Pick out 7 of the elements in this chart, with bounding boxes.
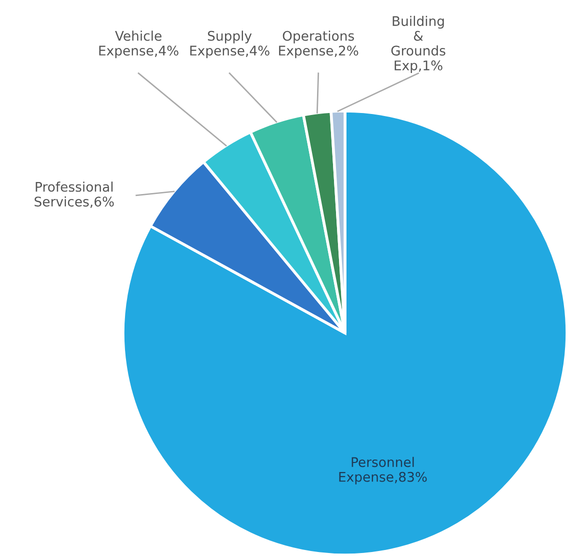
slice-label: Supply Expense,4% <box>190 30 270 58</box>
slice-label: Vehicle Expense,4% <box>99 30 178 58</box>
slice-label: Building & Grounds Exp,1% <box>391 16 446 73</box>
slice-label: Professional Services,6% <box>34 182 114 208</box>
slice-label: Operations Expense,2% <box>279 30 358 58</box>
pie-slice <box>122 110 568 556</box>
slice-label: Personnel Expense,83% <box>339 456 427 484</box>
